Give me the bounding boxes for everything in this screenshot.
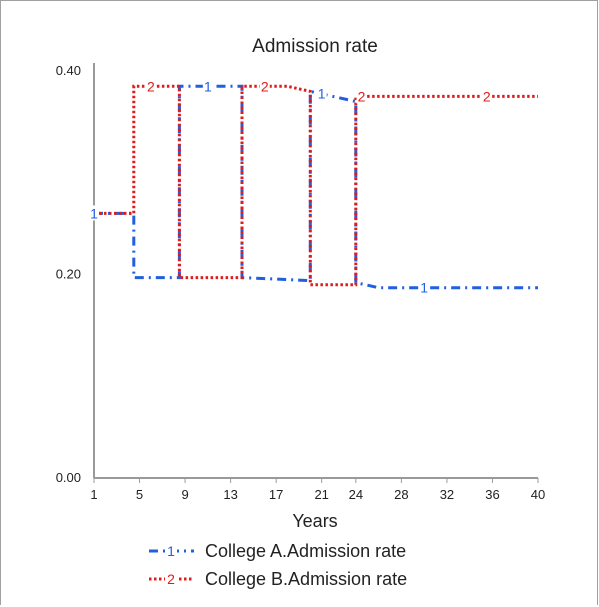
series-marker-1: 1	[420, 280, 428, 296]
series-marker-bg	[316, 85, 327, 101]
series-marker-bg	[419, 279, 430, 295]
series-marker-1: 1	[90, 205, 98, 221]
marker-layer: 1 1 1 1 2 2 2 2	[89, 78, 492, 296]
x-tick-label: 21	[314, 487, 328, 502]
legend-label-2: College B.Admission rate	[205, 569, 407, 589]
series-line-1	[94, 84, 538, 290]
legend: 1 College A.Admission rate 2 College B.Admi…	[149, 541, 407, 589]
series-marker-bg	[259, 78, 270, 94]
series-marker-2: 2	[358, 88, 366, 104]
legend-marker-2: 2	[167, 571, 175, 587]
legend-label-1: College A.Admission rate	[205, 541, 406, 561]
x-axis-label: Years	[292, 511, 337, 531]
x-tick-label: 17	[269, 487, 283, 502]
legend-marker-1: 1	[167, 543, 175, 559]
legend-marker-bg	[165, 570, 177, 587]
x-tick-label: 40	[531, 487, 545, 502]
chart-title: Admission rate	[252, 36, 378, 57]
series-layer	[94, 84, 538, 290]
x-tick-label: 24	[349, 487, 363, 502]
x-tick-label: 1	[90, 487, 97, 502]
legend-marker-bg	[165, 542, 177, 559]
series-marker-bg	[202, 78, 213, 94]
x-tick-label: 36	[485, 487, 499, 502]
x-tick-label: 5	[136, 487, 143, 502]
series-marker-bg	[145, 78, 156, 94]
series-marker-bg	[356, 88, 367, 104]
axes: 1 5 9 13 17 21 24 28 32 36 400.000.200.40	[56, 63, 545, 502]
y-tick-label: 0.00	[56, 470, 81, 485]
series-line-2	[94, 84, 538, 287]
series-marker-2: 2	[261, 78, 269, 94]
series-marker-2: 2	[147, 78, 155, 94]
series-marker-bg	[89, 205, 99, 221]
x-tick-label: 32	[440, 487, 454, 502]
x-tick-label: 28	[394, 487, 408, 502]
series-marker-bg	[481, 88, 492, 104]
x-tick-label: 13	[223, 487, 237, 502]
series-marker-1: 1	[204, 78, 212, 94]
y-tick-label: 0.40	[56, 63, 81, 78]
series-marker-1: 1	[318, 85, 326, 101]
series-marker-2: 2	[483, 88, 491, 104]
x-tick-label: 9	[181, 487, 188, 502]
y-tick-label: 0.20	[56, 267, 81, 282]
